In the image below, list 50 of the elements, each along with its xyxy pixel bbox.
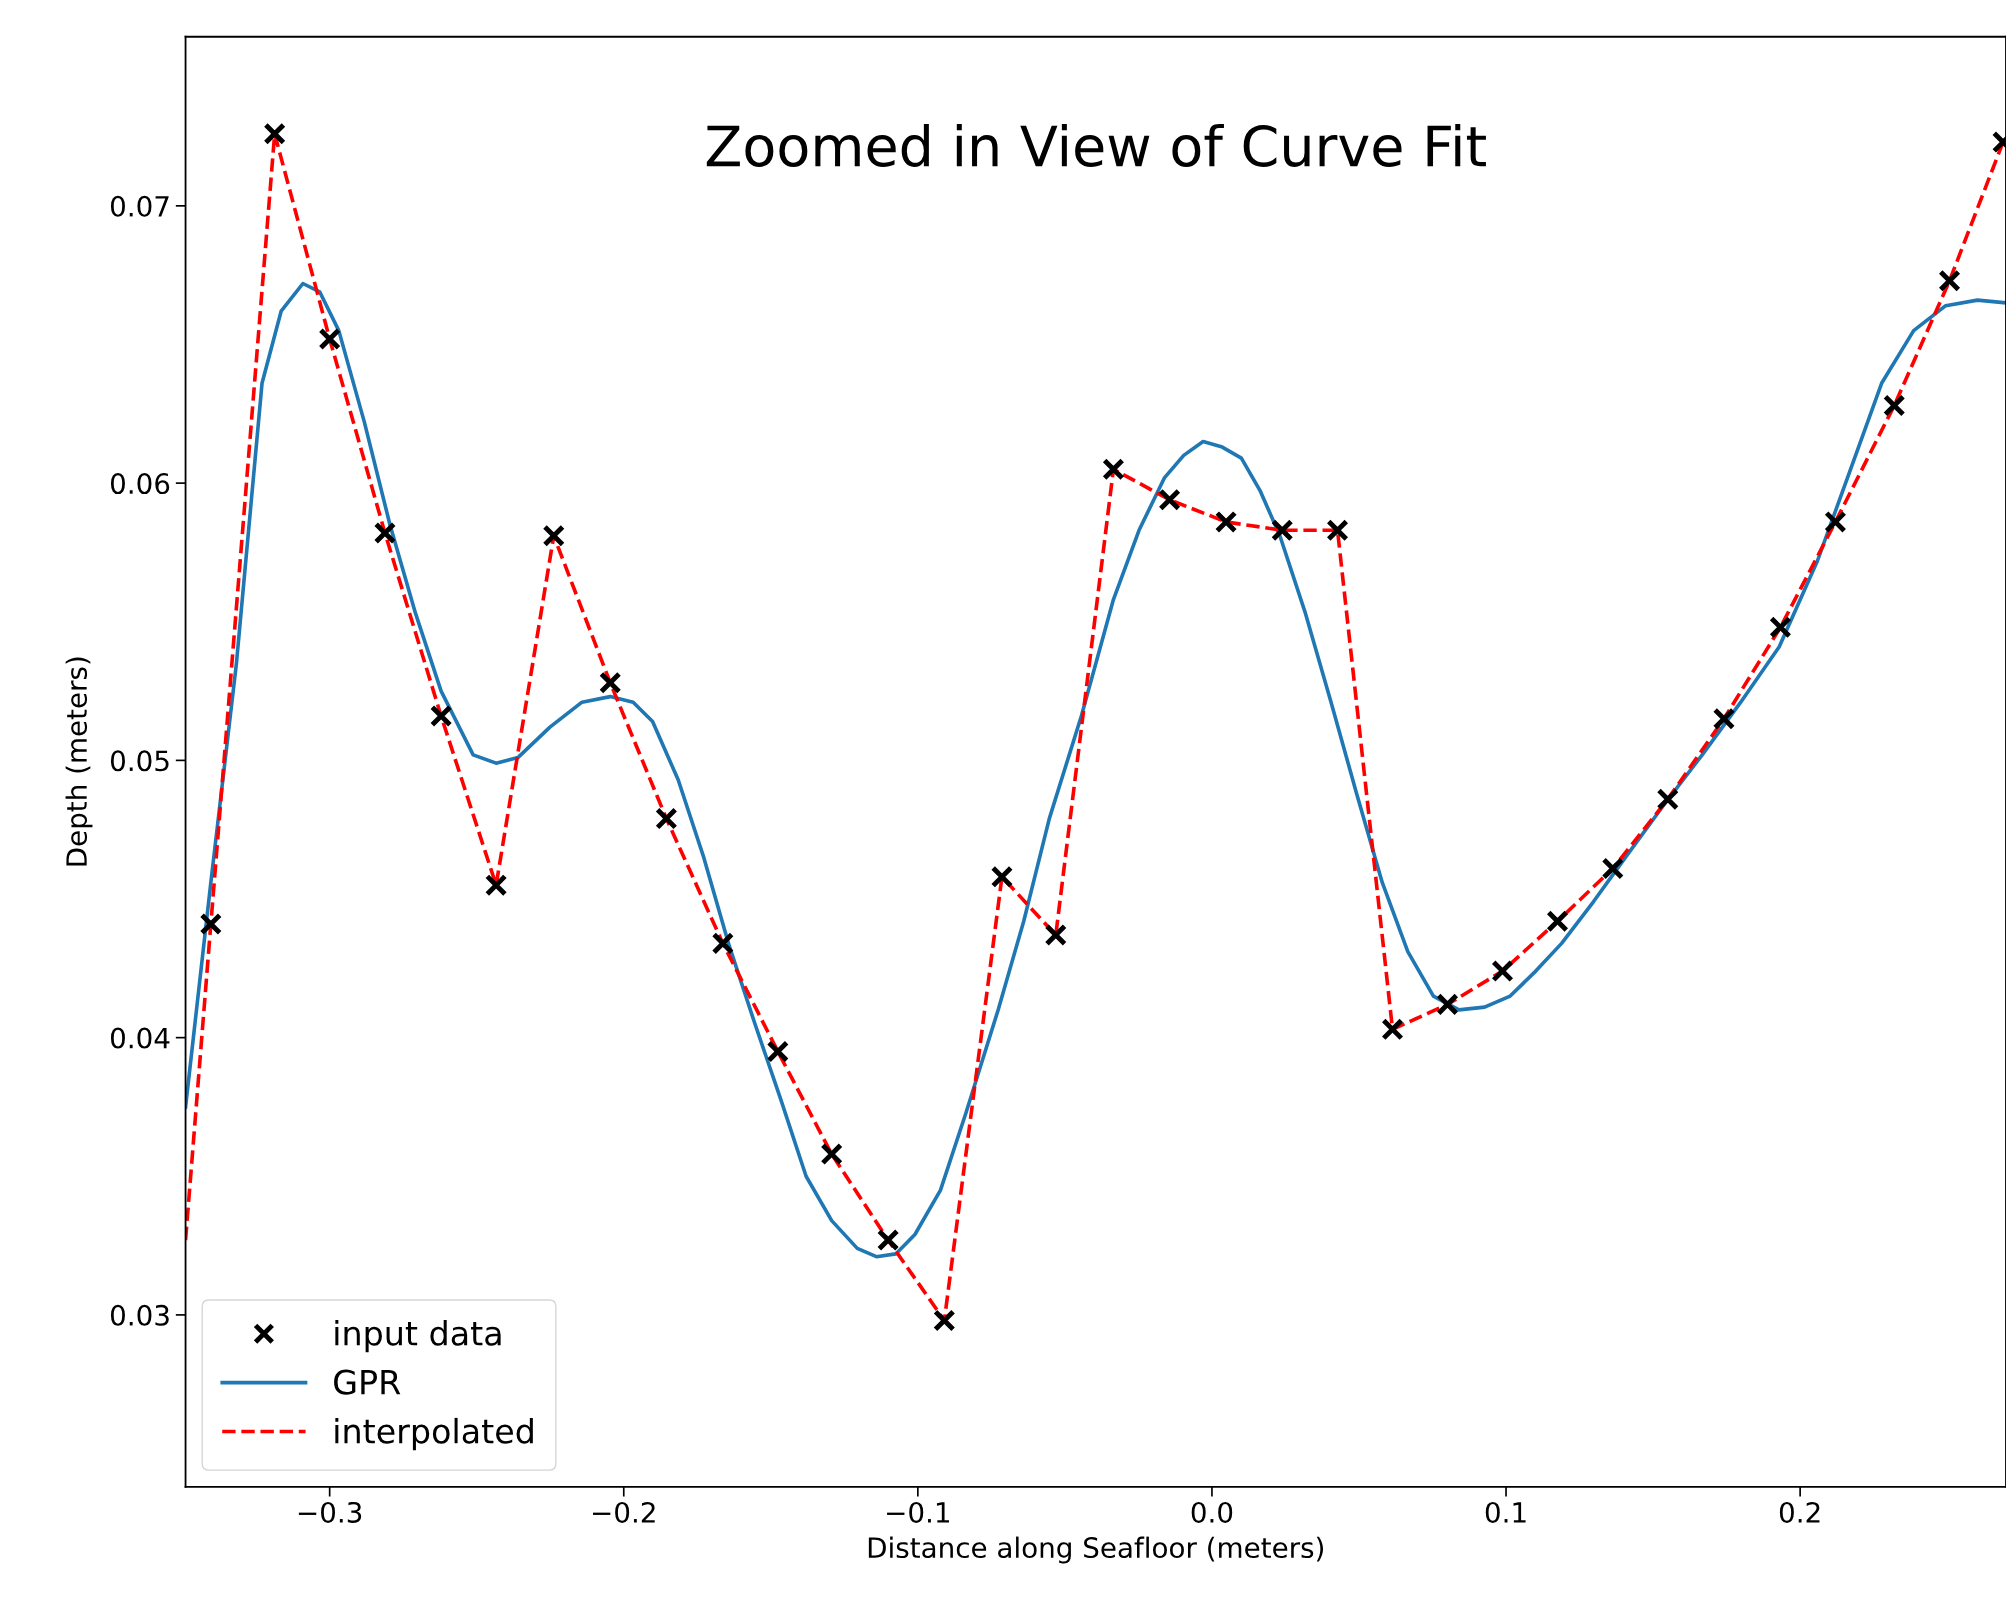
point [429,704,453,728]
point [1436,993,1459,1016]
x-tick-label: −0.1 [887,1501,950,1523]
point [655,807,678,830]
point [1158,488,1181,511]
point [542,524,565,548]
point [1824,510,1847,534]
point [1381,1018,1404,1041]
point [1044,923,1067,947]
point [1491,959,1514,983]
point [263,122,286,145]
point [599,671,622,694]
point [1769,616,1792,639]
x-tick-label: 0.1 [1485,1501,1526,1523]
point [1938,269,1961,292]
y-tick-label: 0.05 [110,750,169,772]
point [1271,519,1294,542]
point [484,873,508,897]
y-tick-label: 0.07 [110,195,169,217]
point [199,912,223,936]
point [373,521,397,545]
legend-label: GPR [334,1369,401,1395]
point [933,1309,956,1332]
point [1214,510,1238,534]
y-tick-label: 0.03 [110,1304,169,1326]
point [1102,458,1125,481]
point [1326,519,1349,542]
x-tick-label: −0.3 [298,1501,362,1523]
x-tick-label: 0.0 [1191,1501,1233,1523]
y-tick-label: 0.04 [110,1027,170,1049]
point [1712,707,1736,731]
legend-label: interpolated [335,1417,533,1451]
point [1883,394,1906,417]
y-axis-title: Depth (meters) [65,657,93,866]
point [820,1142,843,1166]
point [990,865,1014,889]
x-tick-label: 0.2 [1779,1501,1820,1523]
point [318,327,341,351]
y-tick-label: 0.06 [110,473,170,495]
point [711,932,735,955]
point [1601,857,1625,880]
line-series [185,281,2006,1259]
point [1656,787,1680,811]
legend-label: input data [335,1320,501,1353]
x-axis-title: Distance along Seafloor (meters) [868,1536,1324,1564]
text: Zoomed in View of Curve Fit [706,123,1486,167]
point [876,1228,900,1252]
point [766,1040,790,1063]
point [1546,909,1569,933]
x-tick-label: −0.2 [592,1501,655,1523]
